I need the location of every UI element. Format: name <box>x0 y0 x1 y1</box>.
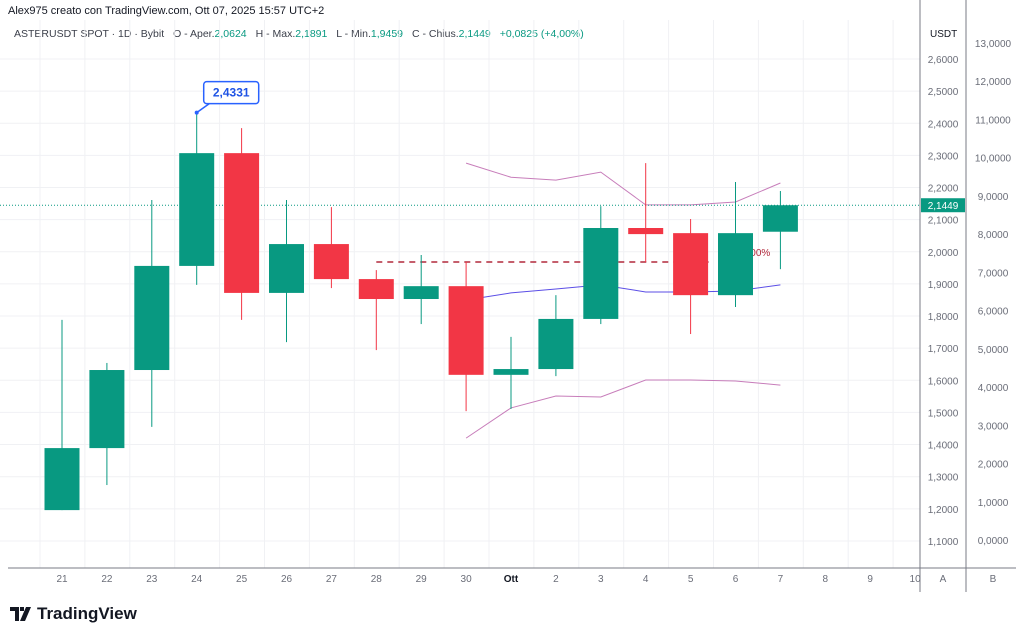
y-axis-a-tick: 2,3000 <box>928 151 959 162</box>
tradingview-logo-icon <box>10 607 31 621</box>
x-axis-tick: 28 <box>371 574 383 585</box>
candle-body <box>403 286 439 300</box>
chart-header: Alex975 creato con TradingView.com, Ott … <box>8 5 325 17</box>
logo-text: TradingView <box>37 604 137 623</box>
x-axis-tick: 27 <box>326 574 338 585</box>
band-upper-line <box>465 162 781 206</box>
x-axis-tick: 9 <box>867 574 873 585</box>
y-axis-b-tick: 6,0000 <box>978 307 1009 318</box>
x-axis-tick: 4 <box>643 574 649 585</box>
candle-body <box>673 233 709 296</box>
candle-body <box>628 228 664 235</box>
x-axis-tick: 24 <box>191 574 203 585</box>
y-axis-a-tick: 1,6000 <box>928 376 959 387</box>
x-axis-tick: 5 <box>688 574 694 585</box>
y-axis-b-tick: 1,0000 <box>978 498 1009 509</box>
x-axis-tick: 10 <box>910 574 922 585</box>
axis-b-label: B <box>990 574 997 585</box>
y-axis-a-tick: 1,3000 <box>928 473 959 484</box>
symbol-legend: ASTERUSDT SPOT · 1D · Bybit O - Aper.2,0… <box>14 28 584 40</box>
tradingview-logo[interactable]: TradingView <box>10 604 137 624</box>
x-axis-tick: 30 <box>461 574 473 585</box>
candle-body <box>718 233 753 296</box>
y-axis-b-tick: 10,0000 <box>975 154 1012 165</box>
y-axis-b-tick: 2,0000 <box>978 460 1009 471</box>
low-value: 1,9459 <box>370 28 404 40</box>
candle-body <box>448 286 484 375</box>
candle-body <box>583 228 619 319</box>
y-axis-a-tick: 1,2000 <box>928 505 959 516</box>
x-axis-tick: 6 <box>733 574 739 585</box>
dashed-level-label: ,00% <box>748 248 771 259</box>
x-axis-tick: 21 <box>56 574 68 585</box>
candle-body <box>358 279 394 300</box>
high-value: 2,1891 <box>295 28 328 40</box>
open-label: O - Aper. <box>173 28 215 40</box>
y-axis-a-tick: 1,5000 <box>928 408 959 419</box>
x-axis-tick: 7 <box>778 574 784 585</box>
y-axis-b-tick: 9,0000 <box>978 192 1009 203</box>
x-axis-tick: 3 <box>598 574 604 585</box>
y-axis-a-tick: 2,4000 <box>928 119 959 130</box>
band-lower-line <box>465 379 781 439</box>
y-axis-a-tick: 2,5000 <box>928 87 959 98</box>
callout-box <box>202 80 260 105</box>
x-axis-tick: 25 <box>236 574 248 585</box>
y-axis-a-tick: 1,4000 <box>928 441 959 452</box>
axis-a-label: A <box>940 574 947 585</box>
change-value: +0,0825 (+4,00%) <box>499 28 584 40</box>
callout-text: 2,4331 <box>213 86 250 100</box>
y-axis-b-tick: 7,0000 <box>978 268 1009 279</box>
y-axis-a-tick: 1,9000 <box>928 280 959 291</box>
candle-body <box>44 448 80 511</box>
symbol-info[interactable]: ASTERUSDT SPOT · 1D · Bybit <box>14 28 165 40</box>
y-axis-a-tick: 2,0000 <box>928 248 959 259</box>
candle-body <box>269 244 304 293</box>
x-axis-tick: 26 <box>281 574 293 585</box>
x-axis-tick: 22 <box>101 574 113 585</box>
y-axis-a-tick: 1,8000 <box>928 312 959 323</box>
y-axis-b-tick: 4,0000 <box>978 383 1009 394</box>
candle-body <box>224 153 260 293</box>
x-axis-tick: 23 <box>146 574 158 585</box>
candle-body <box>179 153 215 266</box>
x-axis-tick: 29 <box>416 574 428 585</box>
x-axis-tick: Ott <box>504 574 519 585</box>
candle-body <box>89 370 125 449</box>
y-axis-b-tick: 0,0000 <box>978 536 1009 547</box>
y-axis-a-tick: 1,1000 <box>928 537 959 548</box>
candle-body <box>538 318 574 370</box>
close-label: C - Chius. <box>411 28 459 40</box>
candle-body <box>762 205 798 232</box>
candle-body <box>493 369 529 375</box>
y-axis-b-tick: 11,0000 <box>975 115 1011 126</box>
y-axis-a-tick: 2,1000 <box>928 216 959 227</box>
x-axis-tick: 2 <box>553 574 559 585</box>
y-axis-b-tick: 13,0000 <box>975 39 1012 50</box>
candle-body <box>313 244 349 280</box>
last-price-tag-text: 2,1449 <box>928 201 959 212</box>
candle-body <box>134 265 170 371</box>
y-axis-b-tick: 5,0000 <box>978 345 1009 356</box>
high-label: H - Max. <box>255 28 296 40</box>
y-axis-a-tick: 2,2000 <box>928 184 959 195</box>
y-axis-a-tick: 1,7000 <box>928 344 959 355</box>
y-axis-b-tick: 12,0000 <box>975 77 1012 88</box>
close-value: 2,1449 <box>458 28 491 40</box>
x-axis-tick: 8 <box>823 574 829 585</box>
currency-label: USDT <box>930 29 958 40</box>
open-value: 2,0624 <box>214 28 247 40</box>
low-label: L - Min. <box>336 28 371 40</box>
y-axis-b-tick: 8,0000 <box>978 230 1009 241</box>
y-axis-a-tick: 2,6000 <box>928 55 959 66</box>
last-price-tag <box>921 198 965 213</box>
y-axis-b-tick: 3,0000 <box>978 421 1009 432</box>
